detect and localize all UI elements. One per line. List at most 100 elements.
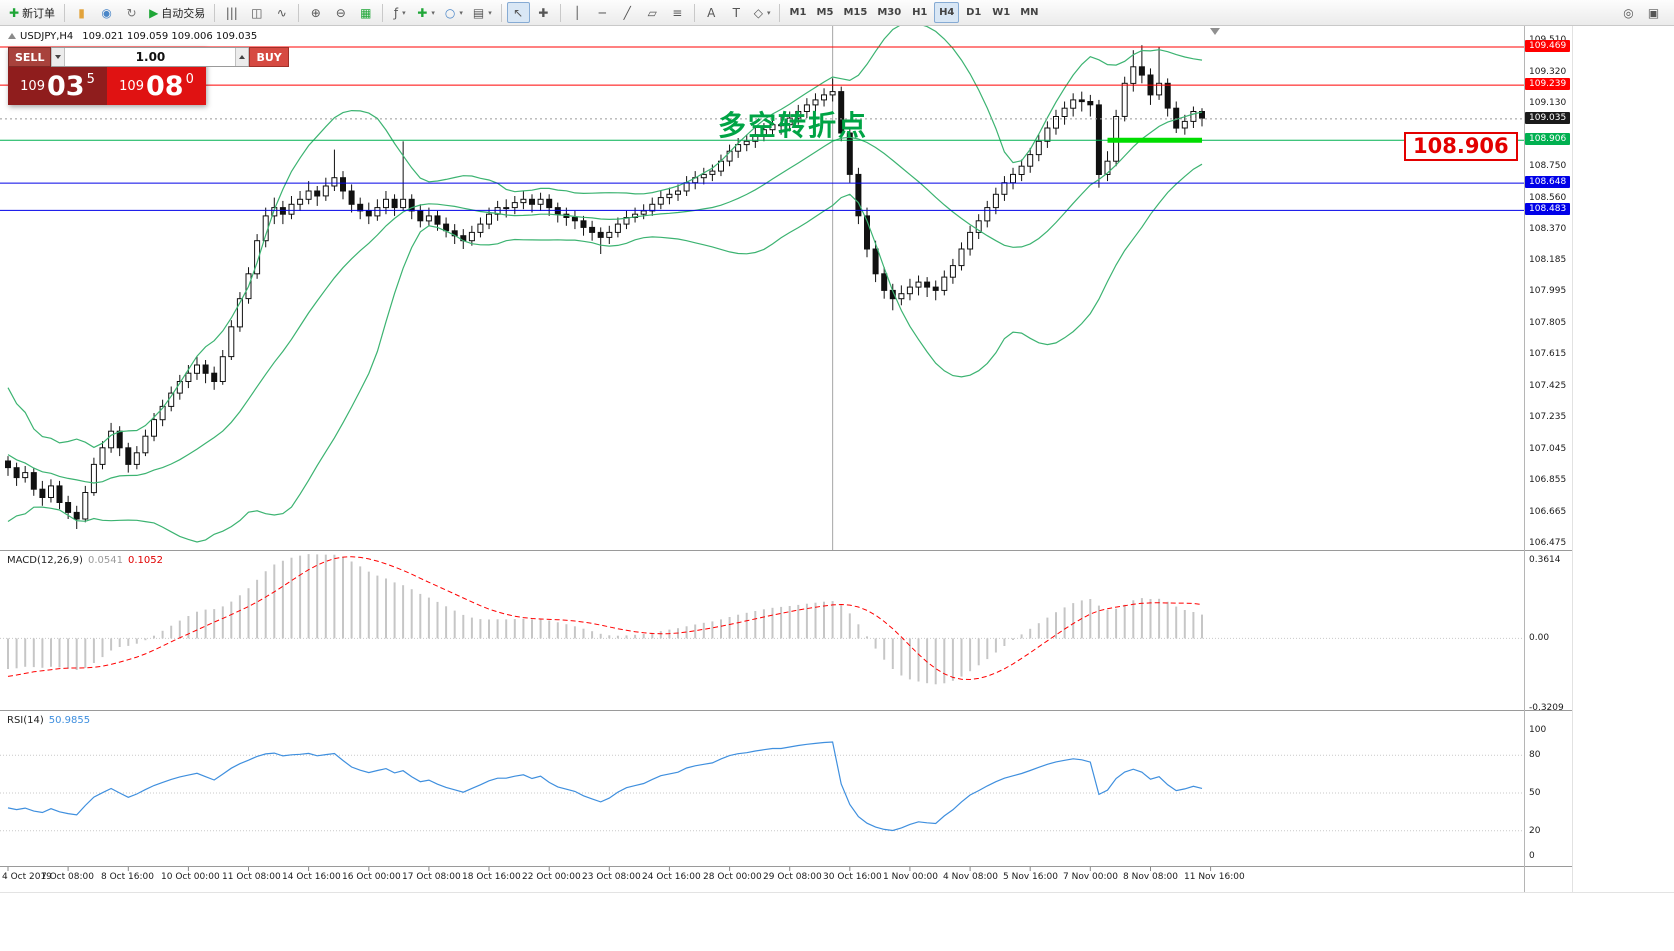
candle-body (597, 231, 604, 238)
candle-body (606, 231, 613, 238)
timeframe-w1-button[interactable]: W1 (988, 2, 1014, 23)
candle-body (752, 134, 759, 142)
candle-body (1121, 82, 1128, 117)
annotation-turning-point: 多空转折点 (718, 109, 869, 142)
line-chart-button[interactable]: ∿ (270, 2, 293, 23)
candle-body (56, 485, 63, 503)
text-button[interactable]: A (700, 2, 723, 23)
timeframe-m15-button[interactable]: M15 (839, 2, 871, 23)
timeframe-d1-button[interactable]: D1 (961, 2, 986, 23)
chart-header: USDJPY,H4 109.021 109.059 109.006 109.035 (8, 31, 257, 42)
price-scale-label: 107.235 (1529, 412, 1567, 423)
macd-rsi-divider[interactable] (0, 710, 1572, 711)
refresh-button[interactable]: ↻ (120, 2, 143, 23)
candle-body (821, 94, 827, 101)
crosshair-button[interactable]: ✚ (532, 2, 555, 23)
search-button[interactable]: ◎ (1617, 2, 1640, 23)
candle-body (1001, 182, 1008, 195)
price-scale-label: 107.425 (1529, 380, 1567, 391)
timeframe-h1-button[interactable]: H1 (907, 2, 932, 23)
candle-body (623, 217, 630, 225)
candle-body (1061, 107, 1068, 117)
timeframe-m5-button[interactable]: M5 (812, 2, 837, 23)
candle-body (846, 132, 853, 175)
candle-body (194, 364, 200, 374)
sell-price-big: 03 (46, 70, 85, 102)
price-scale-label: 109.130 (1529, 98, 1567, 109)
buy-button[interactable]: BUY (249, 47, 289, 67)
profiles-button[interactable]: ◉ (95, 2, 118, 23)
sell-button[interactable]: SELL (8, 47, 52, 67)
zoom-in-button[interactable]: ⊕ (304, 2, 327, 23)
candle-body (1035, 140, 1042, 156)
price-scale-label: 108.185 (1529, 254, 1567, 265)
add-indicator-button[interactable]: ✚ ▾ (413, 2, 439, 23)
templates-icon: ▤ (472, 5, 485, 20)
indicators-button[interactable]: ƒ ▾ (388, 2, 411, 23)
candle-body (941, 276, 948, 291)
timeframe-m30-button[interactable]: M30 (873, 2, 905, 23)
candle-body (778, 124, 785, 127)
timeframe-h4-button-label: H4 (939, 7, 955, 18)
channel-button[interactable]: ▱ (641, 2, 664, 23)
tile-windows-button[interactable]: ▦ (354, 2, 377, 23)
sell-price-display[interactable]: 109 03 5 (8, 67, 107, 105)
dropdown-arrow-icon: ▾ (766, 8, 771, 17)
volume-input[interactable] (65, 48, 236, 66)
fibonacci-button[interactable]: ≡ (666, 2, 689, 23)
candle-body (383, 198, 389, 209)
cursor-button[interactable]: ↖ (506, 2, 530, 23)
macd-main-value: 0.0541 (87, 555, 123, 566)
templates-button[interactable]: ▤ ▾ (469, 2, 496, 23)
vertical-line-button[interactable]: │ (566, 2, 589, 23)
bar-chart-button[interactable]: ||| (220, 2, 243, 23)
autotrading-button[interactable]: ▶ 自动交易 (145, 2, 209, 23)
periods-icon: ○ (444, 5, 456, 20)
candle-body (864, 215, 870, 250)
candle-body (82, 492, 89, 520)
candle-body (906, 286, 913, 295)
search-icon: ◎ (1623, 5, 1634, 20)
timeframe-h4-button[interactable]: H4 (934, 2, 960, 23)
candle-body (743, 140, 750, 146)
autotrading-button-label: 自动交易 (161, 6, 206, 20)
charts-icon-button[interactable]: ▮ (70, 2, 93, 23)
candle-body (443, 223, 450, 232)
price-macd-divider[interactable] (0, 550, 1572, 551)
candle-body (73, 511, 80, 520)
arrange-button[interactable]: ▣ (1642, 2, 1665, 23)
text-label-button[interactable]: T (725, 2, 748, 23)
candle-body (417, 210, 424, 222)
line-chart-icon: ∿ (276, 5, 287, 20)
timeframe-w1-button-label: W1 (992, 7, 1011, 18)
zoom-out-icon: ⊖ (335, 5, 346, 20)
timeframe-mn-button[interactable]: MN (1016, 2, 1042, 23)
candle-body (1164, 82, 1171, 109)
shapes-button[interactable]: ◇ ▾ (750, 2, 775, 23)
chart-shift-marker[interactable] (1210, 28, 1220, 35)
cursor-icon: ↖ (513, 5, 524, 20)
candle-body (254, 240, 261, 275)
horizontal-line-button[interactable]: ─ (591, 2, 614, 23)
price-scale[interactable]: 109.510109.320109.130108.750108.560108.3… (1524, 26, 1674, 892)
candle-body (812, 99, 819, 106)
candle-body (984, 207, 991, 222)
time-label: 11 Nov 16:00 (1184, 872, 1245, 882)
new-order-button[interactable]: ✚ 新订单 (5, 2, 59, 23)
price-scale-label: 108.560 (1529, 192, 1567, 203)
add-indicator-icon: ✚ (417, 5, 428, 20)
zoom-out-button[interactable]: ⊖ (329, 2, 352, 23)
volume-up-button[interactable] (235, 48, 250, 66)
time-axis[interactable]: 4 Oct 2019 7 Oct 08:00 8 Oct 16:00 10 Oct 0… (0, 867, 1524, 891)
timeframe-d1-button-label: D1 (966, 7, 982, 18)
trendline-button[interactable]: ╱ (616, 2, 639, 23)
candle-body (1173, 107, 1180, 129)
candle-body (666, 193, 673, 199)
candlestick-chart-button[interactable]: ◫ (245, 2, 268, 23)
timeframe-m1-button[interactable]: M1 (785, 2, 810, 23)
chart-canvas[interactable] (0, 0, 1524, 892)
periods-button[interactable]: ○ ▾ (441, 2, 467, 23)
candle-body (425, 215, 432, 222)
volume-down-button[interactable] (51, 48, 66, 66)
buy-price-display[interactable]: 109 08 0 (107, 67, 206, 105)
